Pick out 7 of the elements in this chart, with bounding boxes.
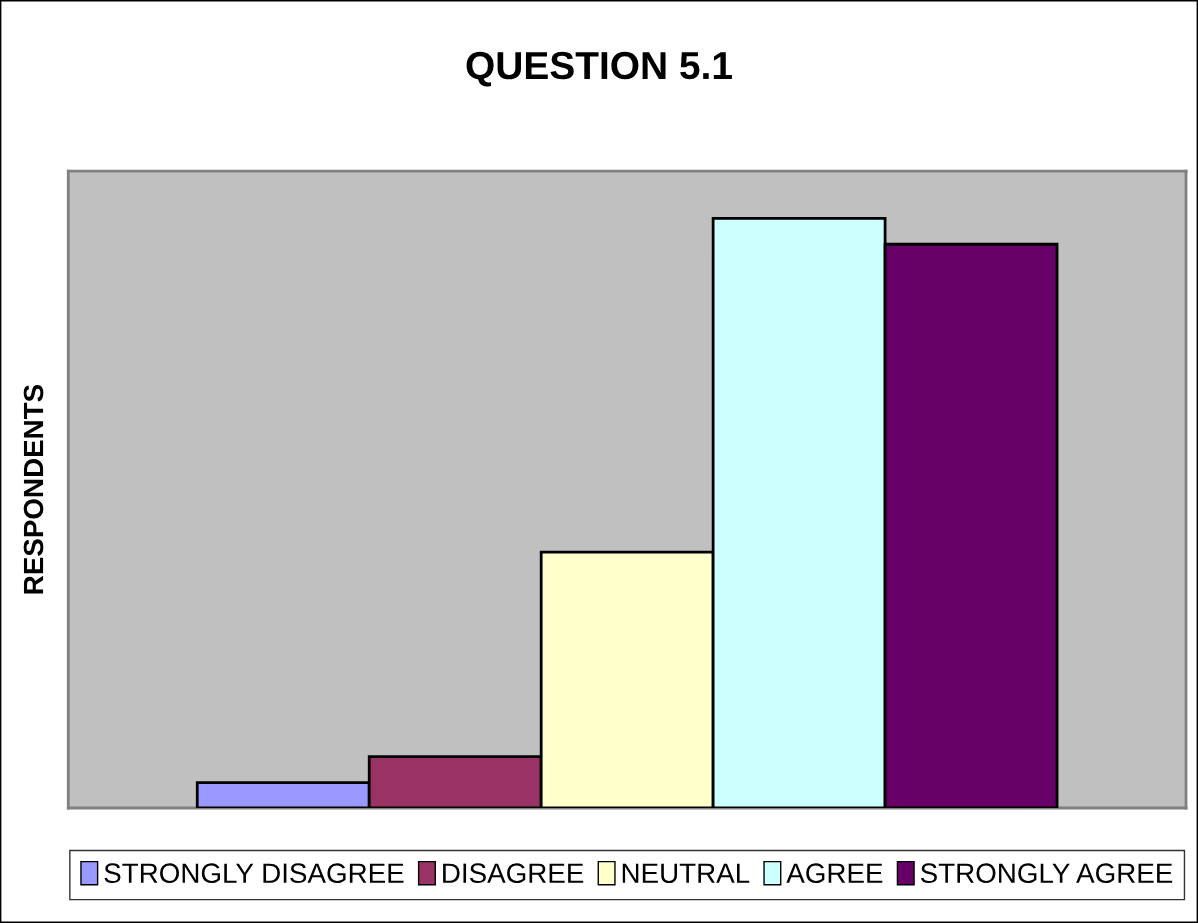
y-axis-title: RESPONDENTS bbox=[23, 384, 44, 594]
chart-title: QUESTION 5.1 bbox=[466, 51, 732, 87]
legend-label: AGREE bbox=[786, 863, 883, 884]
legend-label: STRONGLY AGREE bbox=[920, 863, 1173, 884]
legend-label: STRONGLY DISAGREE bbox=[104, 863, 404, 884]
legend-label: NEUTRAL bbox=[622, 863, 750, 884]
legend-label: DISAGREE bbox=[443, 863, 584, 884]
